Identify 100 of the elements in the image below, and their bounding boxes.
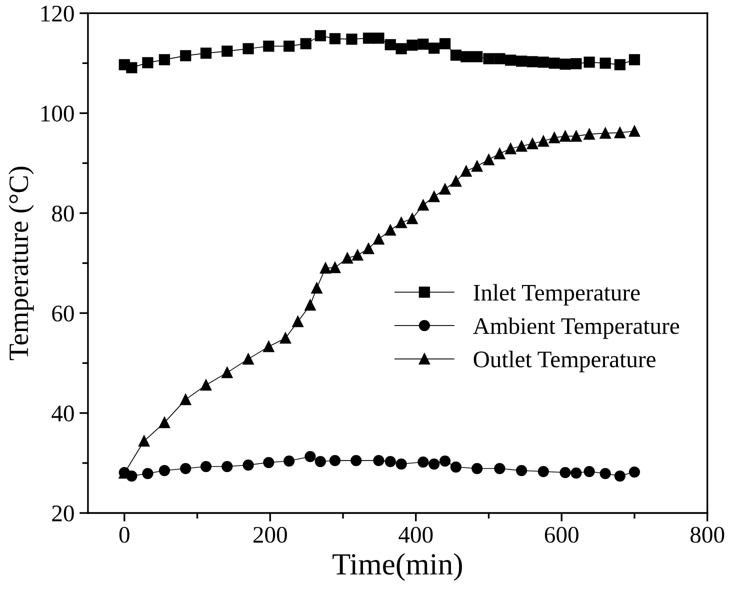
point xyxy=(263,456,274,468)
point xyxy=(614,470,626,482)
point xyxy=(314,30,326,42)
y-tick-label: 80 xyxy=(52,206,74,222)
point xyxy=(158,416,170,428)
point xyxy=(304,450,316,462)
point xyxy=(526,56,538,68)
point xyxy=(584,466,595,478)
point xyxy=(242,459,254,471)
point xyxy=(483,154,494,166)
point xyxy=(460,51,472,62)
point xyxy=(584,56,595,68)
point xyxy=(560,130,571,142)
point xyxy=(384,39,396,50)
point xyxy=(418,38,429,50)
legend-label: Inlet Temperature xyxy=(474,284,640,306)
point xyxy=(548,58,560,69)
point xyxy=(384,224,396,236)
point xyxy=(158,54,170,66)
point xyxy=(418,200,429,211)
point xyxy=(158,464,170,476)
point xyxy=(350,454,362,466)
point xyxy=(396,43,407,54)
point xyxy=(342,252,353,264)
point xyxy=(373,32,384,44)
y-axis-title: Temperature (°C) xyxy=(8,166,34,360)
point xyxy=(494,148,506,160)
x-tick-label: 800 xyxy=(690,526,724,543)
point xyxy=(180,50,192,62)
y-tick-label: 40 xyxy=(52,406,74,422)
point xyxy=(526,138,538,150)
point xyxy=(222,46,233,57)
point xyxy=(362,32,374,44)
point xyxy=(142,468,154,480)
point xyxy=(494,462,506,474)
point xyxy=(138,435,150,447)
point xyxy=(505,143,516,154)
x-tick-label: 0 xyxy=(119,526,130,543)
point xyxy=(329,454,341,466)
point xyxy=(584,128,595,140)
point xyxy=(200,379,212,391)
point xyxy=(396,217,407,228)
point xyxy=(329,262,341,274)
point xyxy=(570,130,582,142)
x-tick-label: 200 xyxy=(253,526,287,543)
point xyxy=(450,176,462,187)
point xyxy=(538,56,549,68)
x-axis-title: Time(min) xyxy=(332,553,462,581)
point xyxy=(600,468,611,480)
point xyxy=(538,466,549,478)
point xyxy=(505,54,516,66)
point xyxy=(600,128,611,139)
point xyxy=(304,300,316,311)
point xyxy=(406,40,418,51)
point xyxy=(460,166,472,177)
point xyxy=(362,243,374,254)
point xyxy=(320,262,332,274)
point xyxy=(200,460,212,472)
point xyxy=(548,132,560,144)
point xyxy=(418,456,429,468)
point xyxy=(439,38,451,50)
point xyxy=(284,40,295,52)
point xyxy=(142,57,154,68)
y-tick-label: 120 xyxy=(41,6,74,22)
point xyxy=(180,394,192,406)
point xyxy=(472,160,483,172)
point xyxy=(242,354,254,365)
point xyxy=(346,34,358,45)
point xyxy=(628,466,640,478)
point xyxy=(242,43,254,54)
point xyxy=(428,191,440,202)
point xyxy=(600,58,611,69)
point xyxy=(428,42,440,54)
point xyxy=(280,332,291,344)
point xyxy=(396,458,407,470)
point xyxy=(311,282,322,294)
point xyxy=(329,33,341,44)
point xyxy=(292,316,304,328)
point xyxy=(516,56,528,67)
point xyxy=(483,53,494,64)
point xyxy=(384,456,396,468)
point xyxy=(263,341,274,352)
point xyxy=(284,455,295,467)
point xyxy=(472,462,483,474)
point xyxy=(516,464,528,476)
point xyxy=(352,250,364,261)
point xyxy=(180,462,192,474)
point xyxy=(570,467,582,479)
point xyxy=(300,38,312,50)
x-tick-label: 400 xyxy=(398,526,433,543)
point xyxy=(222,367,233,378)
legend-label: Outlet Temperature xyxy=(474,350,656,372)
point xyxy=(439,455,451,467)
point xyxy=(614,59,626,70)
point xyxy=(314,456,326,468)
point xyxy=(628,54,640,66)
point xyxy=(516,140,528,152)
point xyxy=(472,51,483,62)
point xyxy=(560,58,571,70)
point xyxy=(450,461,462,473)
